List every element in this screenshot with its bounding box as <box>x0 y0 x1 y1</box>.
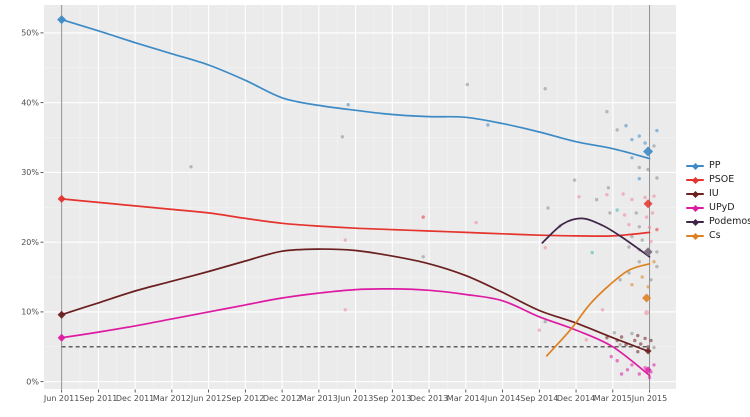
svg-text:Jun 2013: Jun 2013 <box>337 394 373 403</box>
svg-text:30%: 30% <box>21 168 39 177</box>
svg-text:Jun 2015: Jun 2015 <box>631 394 667 403</box>
svg-text:10%: 10% <box>21 308 39 317</box>
legend-label: PSOE <box>709 174 735 185</box>
y-axis-labels: 0% 10% 20% 30% 40% 50% <box>21 29 39 387</box>
svg-text:Sep 2014: Sep 2014 <box>520 394 558 403</box>
svg-text:Mar 2014: Mar 2014 <box>447 394 485 403</box>
svg-text:Mar 2013: Mar 2013 <box>300 394 338 403</box>
svg-text:Mar 2012: Mar 2012 <box>153 394 191 403</box>
svg-text:Sep 2012: Sep 2012 <box>226 394 264 403</box>
svg-text:Dec 2013: Dec 2013 <box>410 394 448 403</box>
svg-text:50%: 50% <box>21 29 39 38</box>
svg-text:Sep 2013: Sep 2013 <box>373 394 411 403</box>
legend-key-upyd-swatch <box>686 203 704 213</box>
legend-key-cs-swatch <box>686 231 704 241</box>
svg-text:Dec 2011: Dec 2011 <box>116 394 154 403</box>
svg-text:20%: 20% <box>21 238 39 247</box>
plot-panel <box>44 5 676 389</box>
legend-key-iu-swatch <box>686 189 704 199</box>
legend-item-pp: PP <box>686 161 750 171</box>
svg-text:Dec 2012: Dec 2012 <box>263 394 301 403</box>
legend-item-iu: IU <box>686 189 750 199</box>
trend-line-cs <box>545 262 651 357</box>
legend-item-cs: Cs <box>686 231 750 241</box>
chart-legend: PP PSOE IU UPyD Podemos Cs <box>686 161 750 241</box>
trend-line-pp <box>60 18 651 160</box>
legend-key-psoe-swatch <box>686 175 704 185</box>
legend-label: UPyD <box>709 202 735 213</box>
svg-text:Jun 2014: Jun 2014 <box>484 394 520 403</box>
legend-key-podemos-swatch <box>686 217 704 227</box>
legend-label: IU <box>709 188 719 199</box>
legend-label: Cs <box>709 230 721 241</box>
svg-text:Mar 2015: Mar 2015 <box>594 394 632 403</box>
trend-line-iu <box>60 248 651 353</box>
svg-text:Jun 2012: Jun 2012 <box>190 394 226 403</box>
endpoint-diamond-markers <box>57 15 654 374</box>
svg-text:Sep 2011: Sep 2011 <box>79 394 117 403</box>
legend-key-pp-swatch <box>686 161 704 171</box>
legend-label: Podemos <box>709 216 750 227</box>
trend-line-upyd <box>60 288 651 377</box>
legend-item-podemos: Podemos <box>686 217 750 227</box>
axis-tick-marks <box>40 32 650 393</box>
trend-line-podemos <box>541 217 651 258</box>
legend-item-psoe: PSOE <box>686 175 750 185</box>
legend-label: PP <box>709 160 721 171</box>
svg-text:0%: 0% <box>26 378 39 387</box>
svg-text:Jun 2011: Jun 2011 <box>43 394 79 403</box>
legend-item-upyd: UPyD <box>686 203 750 213</box>
svg-text:Dec 2014: Dec 2014 <box>557 394 595 403</box>
svg-text:40%: 40% <box>21 99 39 108</box>
